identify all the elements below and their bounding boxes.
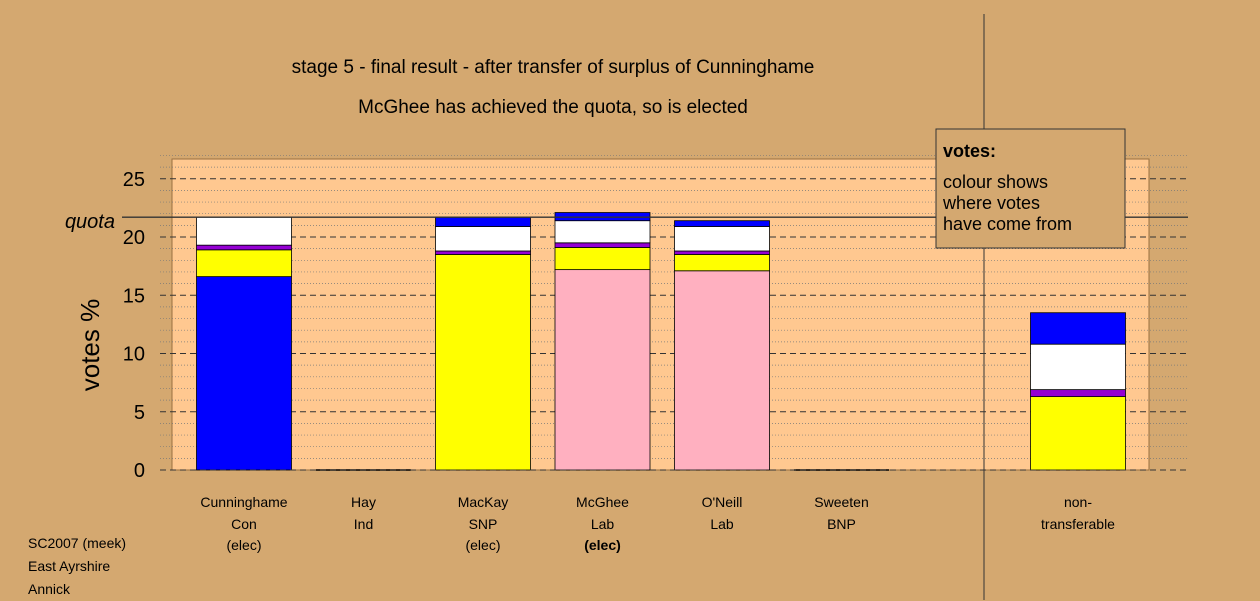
y-tick-label: 25 [123, 169, 145, 191]
bar-cunninghame-segment-ind [196, 244, 292, 251]
candidate-party-label: Lab [591, 516, 615, 532]
legend-line: where votes [942, 193, 1040, 213]
footer-line: Annick [28, 581, 71, 597]
candidate-name-label: Sweeten [814, 494, 868, 510]
y-tick-label: 10 [123, 344, 145, 366]
bar-nontransferable-segment-transferred [1030, 343, 1126, 391]
candidate-name-label: Hay [351, 494, 376, 510]
bar-mcghee-segment-transferred [554, 220, 651, 244]
bar-oneill-segment-con [674, 220, 770, 227]
bar-cunninghame-segment-transferred [196, 216, 292, 246]
candidate-name-label: Cunninghame [200, 494, 287, 510]
footer: SC2007 (meek) East Ayrshire Annick [28, 532, 126, 601]
bar-cunninghame-segment-snp [196, 249, 292, 278]
bar-mcghee-segment-snp [554, 247, 651, 271]
candidate-status-label: (elec) [465, 537, 500, 553]
bar-mackay-segment-ind [435, 250, 531, 255]
candidate-party-label: BNP [827, 516, 856, 532]
candidate-status-label: (elec) [226, 537, 261, 553]
bar-oneill-segment-transferred [674, 226, 770, 252]
bar-mcghee-segment-ind [554, 242, 651, 248]
nontransferable-label: non- [1064, 494, 1092, 510]
bar-oneill-segment-snp [674, 254, 770, 272]
bar-mackay-segment-con [435, 216, 531, 227]
legend-line: have come from [943, 214, 1072, 234]
legend: votes: colour shows where votes have com… [935, 128, 1126, 249]
candidate-name-label: MacKay [458, 494, 509, 510]
footer-line: East Ayrshire [28, 558, 111, 574]
y-axis-label: votes % [75, 299, 105, 392]
candidate-name-label: O'Neill [702, 494, 743, 510]
y-tick-label: 0 [134, 460, 145, 482]
bar-mackay-segment-transferred [435, 226, 531, 252]
y-tick-label: 5 [134, 402, 145, 424]
candidate-party-label: Ind [354, 516, 373, 532]
candidate-name-label: McGhee [576, 494, 629, 510]
bar-nontransferable-segment-con [1030, 312, 1126, 345]
footer-line: SC2007 (meek) [28, 535, 127, 551]
nontransferable-label: transferable [1041, 516, 1115, 532]
candidate-party-label: Lab [710, 516, 734, 532]
legend-box [935, 128, 1126, 249]
bar-cunninghame-segment-con [196, 276, 292, 471]
bar-nontransferable-segment-ind [1030, 389, 1126, 398]
bar-nontransferable-segment-snp [1030, 396, 1126, 471]
y-tick-label: 20 [123, 227, 145, 249]
bar-oneill-segment-lab [674, 270, 770, 471]
candidate-party-label: Con [231, 516, 257, 532]
candidate-status-label: (elec) [584, 537, 621, 553]
candidate-party-label: SNP [469, 516, 498, 532]
quota-label: quota [65, 211, 115, 233]
chart-subtitle: McGhee has achieved the quota, so is ele… [358, 97, 748, 118]
legend-title: votes: [943, 141, 996, 161]
chart-title: stage 5 - final result - after transfer … [292, 57, 815, 78]
y-tick-label: 15 [123, 285, 145, 307]
bar-oneill-segment-ind [674, 250, 770, 255]
bar-mcghee-segment-lab [554, 269, 651, 471]
bar-mackay-segment-snp [435, 254, 531, 471]
legend-line: colour shows [943, 172, 1048, 192]
